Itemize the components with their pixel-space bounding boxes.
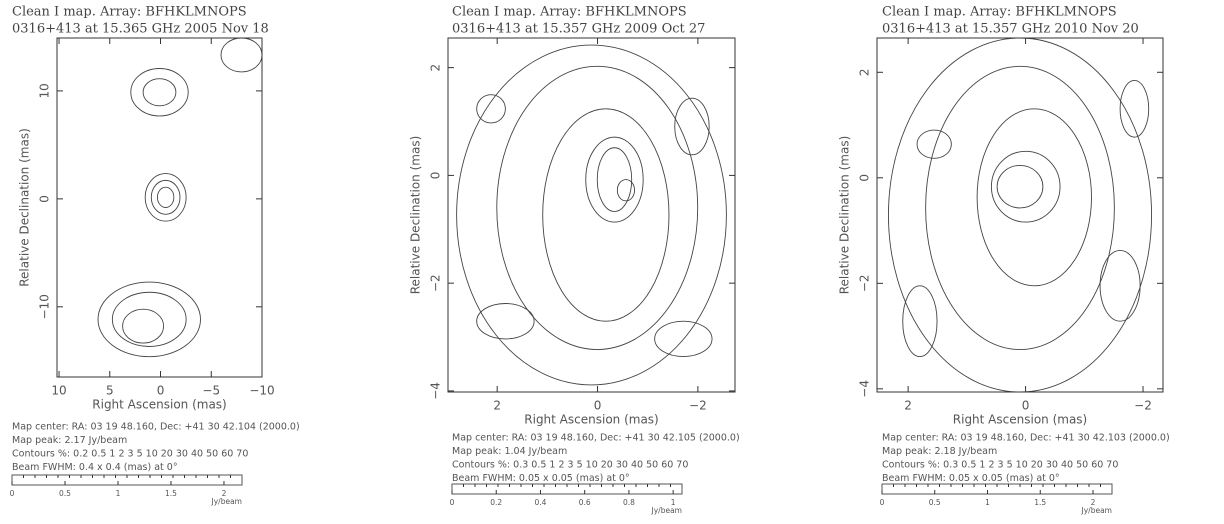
info-line: Map center: RA: 03 19 48.160, Dec: +41 3…: [882, 433, 1170, 444]
info-line: Contours %: 0.2 0.5 1 2 3 5 10 20 30 40 …: [12, 449, 248, 460]
contour: [903, 286, 937, 357]
info-line: Beam FWHM: 0.05 x 0.05 (mas) at 0°: [882, 473, 1060, 484]
info-line: Contours %: 0.3 0.5 1 2 3 5 10 20 30 40 …: [452, 460, 688, 471]
colorbar-tick-label: 1.5: [165, 489, 177, 498]
info-line: Map peak: 2.17 Jy/beam: [12, 435, 127, 446]
contour: [977, 109, 1091, 286]
x-tick-label: −2: [689, 399, 707, 413]
map-subtitle: 0316+413 at 15.357 GHz 2010 Nov 20: [882, 22, 1139, 37]
contour: [157, 187, 173, 207]
colorbar-tick-label: 0: [880, 498, 885, 507]
y-axis-label: Relative Declination (mas): [838, 136, 852, 295]
x-tick-label: 2: [904, 399, 912, 413]
plot-frame: [57, 38, 262, 377]
contour: [1100, 250, 1140, 321]
y-tick-label: 10: [38, 83, 52, 98]
map-title: Clean I map. Array: BFHKLMNOPS: [882, 5, 1117, 20]
contour: [997, 165, 1043, 207]
x-tick-label: 5: [106, 384, 114, 398]
map-title: Clean I map. Array: BFHKLMNOPS: [12, 5, 247, 20]
colorbar-label: Jy/beam: [211, 497, 242, 506]
info-line: Beam FWHM: 0.4 x 0.4 (mas) at 0°: [12, 462, 178, 473]
y-tick-label: 2: [858, 68, 872, 76]
x-tick-label: 0: [594, 399, 602, 413]
colorbar-tick-label: 0: [450, 498, 455, 507]
info-line: Contours %: 0.3 0.5 1 2 3 5 10 20 30 40 …: [882, 460, 1118, 471]
x-tick-label: 10: [51, 384, 66, 398]
info-line: Beam FWHM: 0.05 x 0.05 (mas) at 0°: [452, 473, 630, 484]
y-tick-label: 0: [429, 172, 443, 180]
colorbar-tick-label: 1: [116, 489, 121, 498]
contour: [98, 282, 201, 357]
info-line: Map center: RA: 03 19 48.160, Dec: +41 3…: [12, 422, 300, 433]
y-axis-label: Relative Declination (mas): [409, 136, 423, 295]
x-tick-label: −10: [249, 384, 274, 398]
colorbar-tick-label: 1.5: [1034, 498, 1046, 507]
map-subtitle: 0316+413 at 15.357 GHz 2009 Oct 27: [452, 22, 705, 37]
contour: [477, 95, 506, 123]
info-line: Map center: RA: 03 19 48.160, Dec: +41 3…: [452, 433, 740, 444]
colorbar-tick-label: 0.2: [490, 498, 502, 507]
colorbar-label: Jy/beam: [1081, 506, 1112, 515]
contour: [123, 309, 164, 343]
contour: [543, 109, 669, 321]
map-subtitle: 0316+413 at 15.365 GHz 2005 Nov 18: [12, 22, 269, 37]
y-tick-label: −2: [858, 274, 872, 292]
colorbar-tick-label: 0.4: [534, 498, 546, 507]
colorbar-tick-label: 1: [985, 498, 990, 507]
y-tick-label: −10: [38, 294, 52, 319]
contour: [917, 130, 951, 158]
y-tick-label: −4: [858, 380, 872, 398]
x-tick-label: −5: [202, 384, 220, 398]
y-tick-label: −4: [429, 382, 443, 400]
colorbar-tick-label: 0: [10, 489, 15, 498]
contour: [143, 79, 176, 106]
colorbar-tick-label: 0.6: [579, 498, 591, 507]
contour: [112, 292, 186, 346]
x-axis-label: Right Ascension (mas): [92, 398, 226, 412]
y-tick-label: 2: [429, 64, 443, 72]
map-title: Clean I map. Array: BFHKLMNOPS: [452, 5, 687, 20]
colorbar-tick-label: 0.5: [929, 498, 941, 507]
x-axis-label: Right Ascension (mas): [953, 413, 1087, 427]
contour: [477, 304, 534, 339]
contour: [131, 69, 188, 116]
y-tick-label: −2: [429, 274, 443, 292]
y-axis-label: Relative Declination (mas): [18, 128, 32, 287]
y-tick-label: 0: [38, 195, 52, 203]
colorbar-tick-label: 0.8: [623, 498, 635, 507]
colorbar-label: Jy/beam: [651, 506, 682, 515]
info-line: Map peak: 1.04 Jy/beam: [452, 446, 567, 457]
y-tick-label: 0: [858, 174, 872, 182]
x-tick-label: 0: [157, 384, 165, 398]
x-tick-label: −2: [1134, 399, 1152, 413]
contour: [586, 137, 643, 222]
figure: Clean I map. Array: BFHKLMNOPS 0316+413 a…: [0, 0, 1224, 524]
x-tick-label: 2: [493, 399, 501, 413]
contour: [497, 66, 698, 349]
contour: [991, 151, 1060, 222]
plot-frame: [877, 38, 1163, 392]
info-line: Map peak: 2.18 Jy/beam: [882, 446, 997, 457]
contour: [221, 38, 262, 72]
x-tick-label: 0: [1022, 399, 1030, 413]
colorbar-tick-label: 0.5: [59, 489, 71, 498]
contour: [151, 180, 180, 214]
plot-frame: [448, 38, 735, 392]
x-axis-label: Right Ascension (mas): [524, 413, 658, 427]
contour: [888, 38, 1151, 392]
